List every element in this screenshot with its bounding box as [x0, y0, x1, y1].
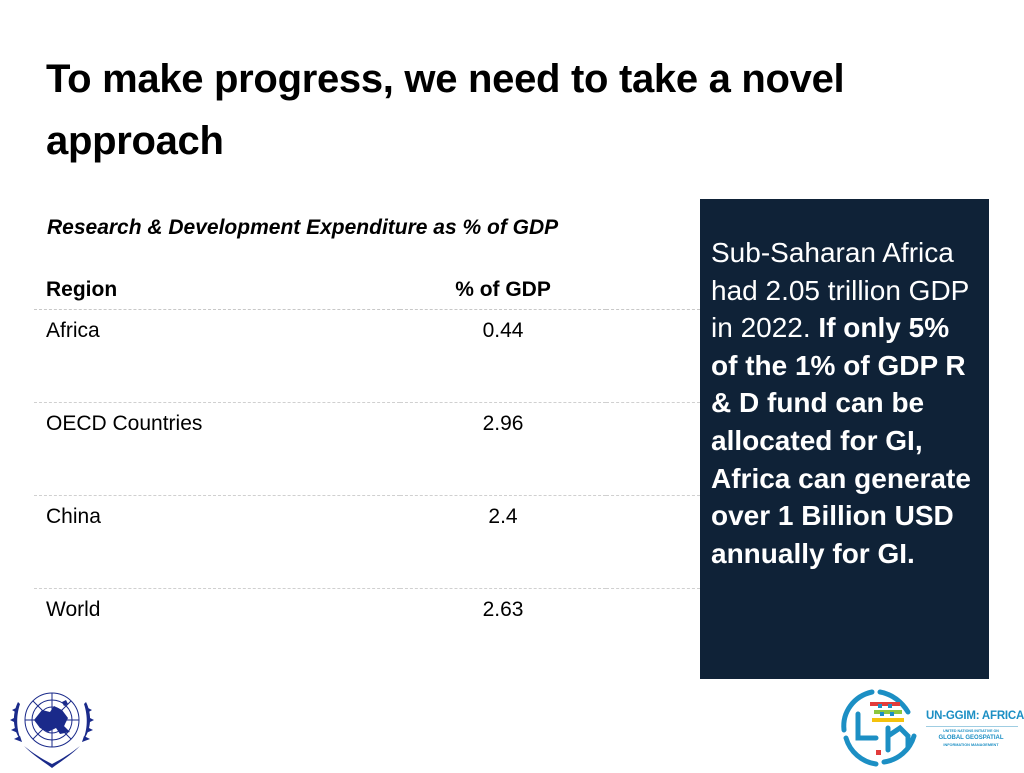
- callout-bold-text: If only 5% of the 1% of GDP R & D fund c…: [711, 312, 971, 569]
- table-row: OECD Countries 2.96: [34, 402, 700, 496]
- cell-percent-gdp: 2.4: [399, 495, 607, 589]
- column-header-empty: [606, 270, 700, 310]
- table-row: China 2.4: [34, 495, 700, 589]
- cell-region: Africa: [34, 309, 400, 403]
- ggim-subtitle-line1: UNITED NATIONS INITIATIVE ON: [943, 729, 999, 733]
- cell-empty: [606, 309, 700, 403]
- un-ggim-africa-logo: UN-GGIM: AFRICA UNITED NATIONS INITIATIV…: [836, 684, 1024, 768]
- cell-region: China: [34, 495, 400, 589]
- cell-empty: [606, 495, 700, 589]
- cell-percent-gdp: 0.44: [399, 309, 607, 403]
- cell-percent-gdp: 2.96: [399, 402, 607, 496]
- cell-percent-gdp: 2.63: [482, 598, 524, 621]
- table-row: Africa 0.44: [34, 309, 700, 403]
- callout-plain-text: Sub-Saharan Africa had 2.05 trillion GDP…: [711, 237, 969, 344]
- callout-box: Sub-Saharan Africa had 2.05 trillion GDP…: [700, 199, 989, 679]
- ggim-title: UN-GGIM: AFRICA: [926, 710, 1024, 722]
- cell-region: World: [46, 598, 101, 621]
- column-header-region: Region: [34, 270, 400, 310]
- cell-region: OECD Countries: [34, 402, 400, 496]
- slide-title: To make progress, we need to take a nove…: [46, 57, 845, 163]
- ggim-divider: [926, 726, 1018, 727]
- ggim-subtitle-line3: INFORMATION MANAGEMENT: [943, 743, 999, 747]
- table-caption: Research & Development Expenditure as % …: [47, 216, 559, 239]
- un-emblem-icon: [4, 680, 100, 768]
- un-ggim-africa-icon: [836, 684, 920, 768]
- rd-expenditure-table: Region % of GDP Africa 0.44 OECD Countri…: [34, 270, 700, 681]
- ggim-subtitle-line2: GLOBAL GEOSPATIAL: [938, 735, 1004, 741]
- table-row: World 2.63: [34, 589, 700, 682]
- cell-empty: [606, 589, 700, 682]
- column-header-percent-gdp: % of GDP: [399, 270, 607, 310]
- table-header-row: Region % of GDP: [34, 270, 700, 310]
- cell-empty: [606, 402, 700, 496]
